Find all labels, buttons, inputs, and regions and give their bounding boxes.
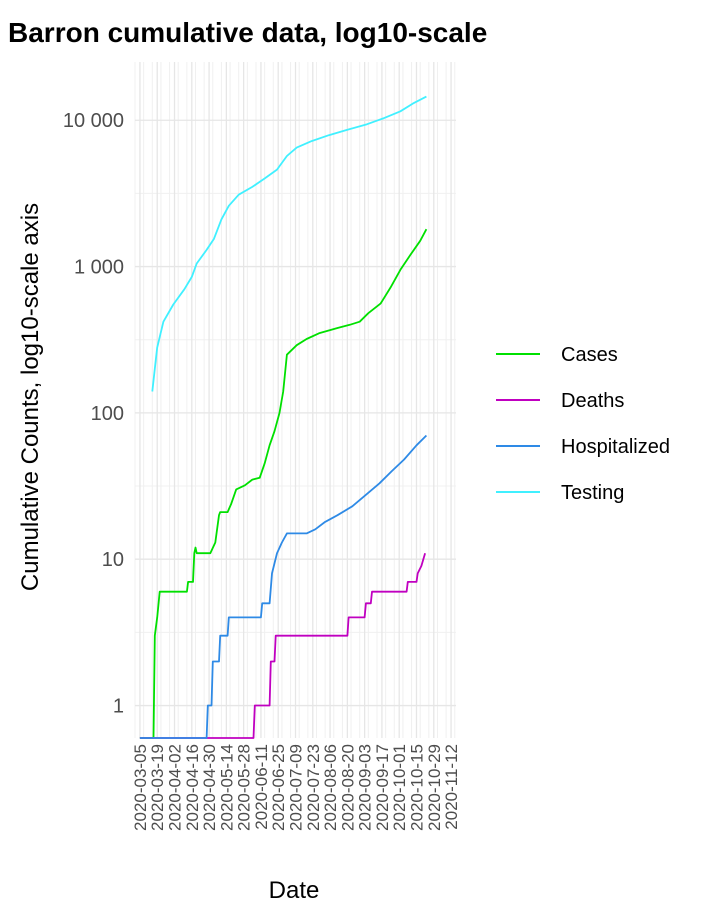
x-tick-label: 2020-04-02 bbox=[166, 744, 185, 831]
x-tick-label: 2020-10-15 bbox=[407, 744, 426, 831]
x-tick-label: 2020-07-09 bbox=[287, 744, 306, 831]
x-tick-label: 2020-06-25 bbox=[269, 744, 288, 831]
x-tick-label: 2020-05-14 bbox=[217, 744, 236, 831]
legend-label-deaths: Deaths bbox=[561, 390, 624, 412]
chart-title: Barron cumulative data, log10-scale bbox=[8, 17, 487, 48]
y-axis-ticks: 1 10 100 1 000 10 000 bbox=[63, 110, 124, 717]
y-tick-label: 10 bbox=[102, 549, 124, 571]
x-tick-label: 2020-07-23 bbox=[304, 744, 323, 831]
minor-gridlines bbox=[134, 62, 456, 738]
x-tick-label: 2020-03-05 bbox=[131, 744, 150, 831]
series-line-cases bbox=[139, 228, 428, 739]
x-tick-label: 2020-08-06 bbox=[321, 744, 340, 831]
y-tick-label: 1 000 bbox=[74, 257, 124, 279]
x-tick-label: 2020-08-20 bbox=[338, 744, 357, 831]
legend: Cases Deaths Hospitalized Testing bbox=[496, 344, 670, 504]
x-tick-label: 2020-10-29 bbox=[425, 744, 444, 831]
x-axis-label: Date bbox=[269, 877, 320, 904]
series-line-deaths bbox=[139, 552, 426, 739]
y-tick-label: 10 000 bbox=[63, 110, 124, 132]
x-tick-label: 2020-11-12 bbox=[442, 744, 461, 830]
major-gridlines bbox=[135, 62, 456, 738]
y-tick-label: 100 bbox=[91, 403, 124, 425]
x-tick-label: 2020-04-16 bbox=[183, 744, 202, 831]
legend-label-hospitalized: Hospitalized bbox=[561, 436, 670, 458]
x-tick-label: 2020-09-17 bbox=[373, 744, 392, 831]
x-tick-label: 2020-04-30 bbox=[200, 744, 219, 831]
series-line-testing bbox=[151, 95, 427, 392]
x-tick-label: 2020-05-28 bbox=[235, 744, 254, 831]
x-tick-label: 2020-06-11 bbox=[252, 744, 271, 830]
series-lines bbox=[139, 95, 428, 739]
x-axis-ticks: 2020-03-052020-03-192020-04-022020-04-16… bbox=[131, 744, 461, 831]
legend-label-testing: Testing bbox=[561, 482, 624, 504]
legend-label-cases: Cases bbox=[561, 344, 618, 366]
y-tick-label: 1 bbox=[113, 696, 124, 718]
x-tick-label: 2020-03-19 bbox=[148, 744, 167, 831]
x-tick-label: 2020-10-01 bbox=[390, 744, 409, 831]
y-axis-label: Cumulative Counts, log10-scale axis bbox=[17, 203, 44, 591]
x-tick-label: 2020-09-03 bbox=[356, 744, 375, 831]
series-line-hospitalized bbox=[139, 434, 428, 739]
